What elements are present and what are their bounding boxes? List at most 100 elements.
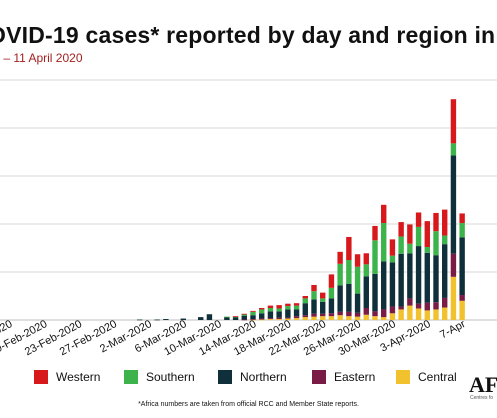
- logo-subtext: Centres fo: [470, 395, 494, 401]
- bar-segment-northern: [381, 261, 387, 310]
- bar-segment-southern: [259, 309, 265, 314]
- bar-segment-central: [346, 316, 352, 320]
- bar-segment-eastern: [302, 315, 308, 318]
- bar-segment-southern: [224, 316, 230, 318]
- chart-subtitle: y – 11 April 2020: [0, 51, 83, 65]
- bar-segment-southern: [320, 298, 326, 302]
- bar-segment-northern: [250, 315, 256, 320]
- bar-segment-northern: [267, 311, 274, 319]
- bar-segment-southern: [241, 314, 247, 316]
- bar-segment-western: [259, 308, 265, 310]
- bar-segment-central: [337, 315, 343, 320]
- bar-segment-western: [354, 254, 361, 267]
- legend-label-central: Central: [418, 370, 457, 384]
- bar-segment-northern: [459, 237, 465, 296]
- bar-segment-western: [450, 99, 457, 144]
- bar-segment-northern: [433, 255, 439, 303]
- bar-segment-eastern: [346, 311, 352, 317]
- bar-segment-western: [346, 236, 352, 260]
- bar-segment-western: [320, 292, 326, 299]
- bar-segment-eastern: [250, 319, 256, 320]
- bar-segment-southern: [442, 235, 448, 245]
- bar-segment-central: [259, 319, 265, 321]
- bar-segment-northern: [346, 284, 352, 312]
- bar-segment-central: [459, 300, 465, 320]
- bar-segment-eastern: [320, 313, 326, 317]
- bar-segment-northern: [276, 311, 282, 318]
- legend-label-eastern: Eastern: [334, 370, 376, 384]
- bar-segment-northern: [293, 309, 300, 317]
- bar-segment-northern: [232, 317, 239, 320]
- bar-segment-southern: [415, 226, 422, 247]
- bar-segment-eastern: [267, 318, 274, 320]
- bar-segment-central: [363, 314, 369, 320]
- bar-segment-northern: [311, 299, 317, 314]
- bar-segment-northern: [450, 155, 457, 254]
- legend-swatch-southern: [124, 370, 138, 384]
- bar-segment-western: [381, 204, 387, 224]
- bar-segment-central: [398, 309, 404, 320]
- bar-segment-western: [276, 305, 282, 309]
- bar-segment-northern: [285, 309, 291, 318]
- bar-segment-western: [285, 303, 291, 307]
- bar-segment-northern: [372, 273, 378, 312]
- bar-segment-western: [398, 222, 404, 237]
- bar-segment-eastern: [293, 316, 300, 319]
- legend-swatch-central: [396, 370, 410, 384]
- bar-segment-eastern: [259, 318, 265, 320]
- bar-segment-western: [337, 251, 343, 264]
- bar-segment-southern: [459, 223, 465, 238]
- bar-segment-eastern: [459, 295, 465, 301]
- bar-segment-western: [250, 310, 256, 312]
- bar-segment-northern: [354, 293, 361, 313]
- bar-segment-southern: [328, 287, 335, 299]
- bar-segment-southern: [433, 231, 439, 256]
- bar-segment-western: [372, 225, 378, 241]
- bar-segment-southern: [250, 311, 256, 316]
- bar-segment-central: [372, 316, 378, 320]
- bar-segment-southern: [267, 308, 274, 312]
- bar-segment-central: [424, 310, 430, 320]
- bar-segment-eastern: [389, 306, 396, 314]
- bar-segment-northern: [389, 262, 396, 307]
- legend-swatch-northern: [218, 370, 232, 384]
- bar-segment-western: [459, 213, 465, 224]
- bar-segment-northern: [206, 314, 213, 320]
- bar-segment-central: [302, 317, 308, 320]
- bar-segment-northern: [241, 315, 247, 320]
- bar-segment-western: [407, 224, 413, 244]
- legend-label-northern: Northern: [240, 370, 287, 384]
- bar-segment-eastern: [311, 313, 317, 317]
- bar-segment-eastern: [398, 306, 404, 310]
- bar-segment-northern: [163, 319, 169, 320]
- legend-item-northern: Northern: [218, 370, 287, 384]
- bar-segment-central: [320, 316, 326, 320]
- bar-segment-southern: [354, 266, 361, 294]
- bar-segment-southern: [407, 243, 413, 254]
- bar-segment-northern: [407, 253, 413, 299]
- legend-item-western: Western: [34, 370, 100, 384]
- bar-segment-western: [311, 284, 317, 292]
- footnote: *Africa numbers are taken from official …: [138, 401, 359, 408]
- bar-segment-central: [381, 317, 387, 320]
- bar-segment-western: [363, 253, 369, 265]
- bar-segment-southern: [232, 316, 239, 318]
- bar-segment-southern: [450, 143, 457, 156]
- bar-segment-northern: [137, 319, 143, 321]
- bar-segment-central: [433, 309, 439, 320]
- bar-segment-southern: [293, 305, 300, 310]
- bar-segment-western: [433, 212, 439, 232]
- bar-segment-eastern: [363, 308, 369, 315]
- bar-segment-eastern: [285, 317, 291, 319]
- bar-segment-northern: [320, 301, 326, 314]
- bar-segment-western: [267, 305, 274, 308]
- legend-item-southern: Southern: [124, 370, 195, 384]
- legend-swatch-western: [34, 370, 48, 384]
- bar-segment-eastern: [381, 309, 387, 318]
- legend-label-southern: Southern: [146, 370, 195, 384]
- bar-segment-central: [442, 307, 448, 320]
- bar-segment-southern: [381, 223, 387, 262]
- bar-segment-central: [293, 318, 300, 320]
- bar-segment-northern: [328, 298, 335, 314]
